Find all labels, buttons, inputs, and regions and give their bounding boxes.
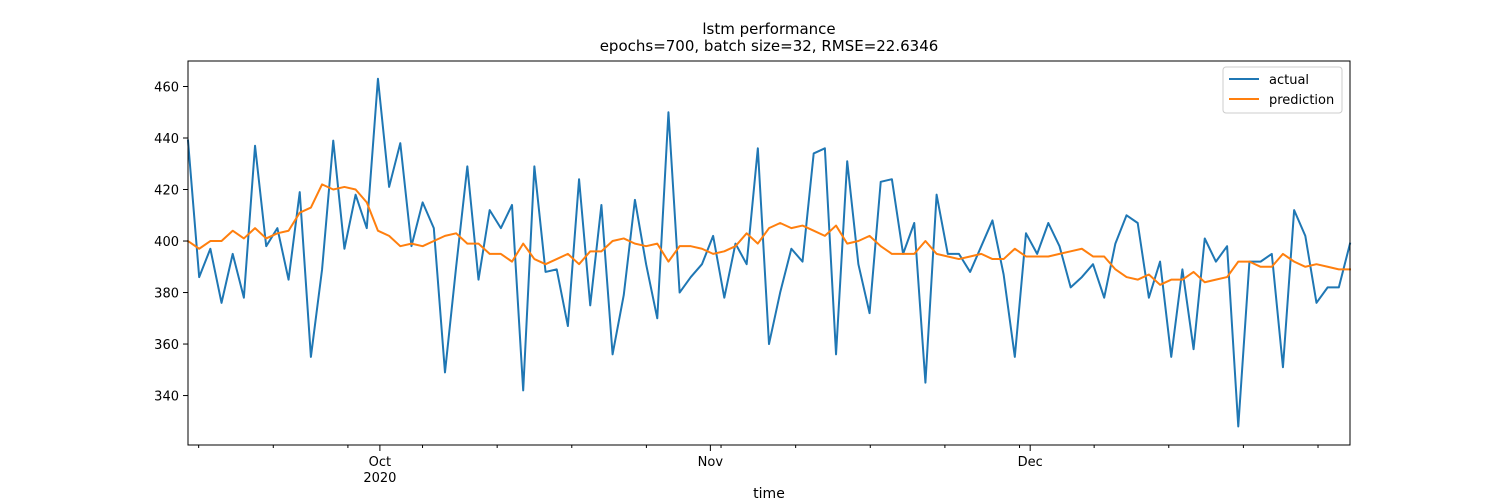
series-layer bbox=[186, 77, 1352, 428]
y-tick-label: 400 bbox=[154, 235, 179, 250]
series-line-prediction bbox=[186, 183, 1351, 286]
chart-title: lstm performance bbox=[702, 20, 835, 38]
x-tick-label: Dec bbox=[1018, 455, 1043, 470]
y-tick-label: 380 bbox=[154, 287, 179, 302]
legend-label-prediction: prediction bbox=[1269, 93, 1334, 108]
y-tick-label: 440 bbox=[154, 132, 179, 147]
y-tick-label: 360 bbox=[154, 338, 179, 353]
legend: actual prediction bbox=[1222, 66, 1343, 114]
y-axis: 340 360 380 400 420 440 460 bbox=[154, 80, 188, 405]
y-tick-label: 340 bbox=[154, 390, 179, 405]
chart-subtitle: epochs=700, batch size=32, RMSE=22.6346 bbox=[600, 37, 939, 55]
x-tick-label: Nov bbox=[698, 455, 724, 470]
x-axis-label: time bbox=[753, 486, 785, 500]
plot-frame bbox=[187, 60, 1351, 446]
y-tick-label: 460 bbox=[154, 80, 179, 95]
x-tick-sublabel: 2020 bbox=[363, 471, 396, 486]
y-tick-label: 420 bbox=[154, 184, 179, 199]
x-tick-label: Oct bbox=[369, 455, 391, 470]
legend-label-actual: actual bbox=[1269, 73, 1309, 88]
series-line-actual bbox=[186, 77, 1352, 428]
